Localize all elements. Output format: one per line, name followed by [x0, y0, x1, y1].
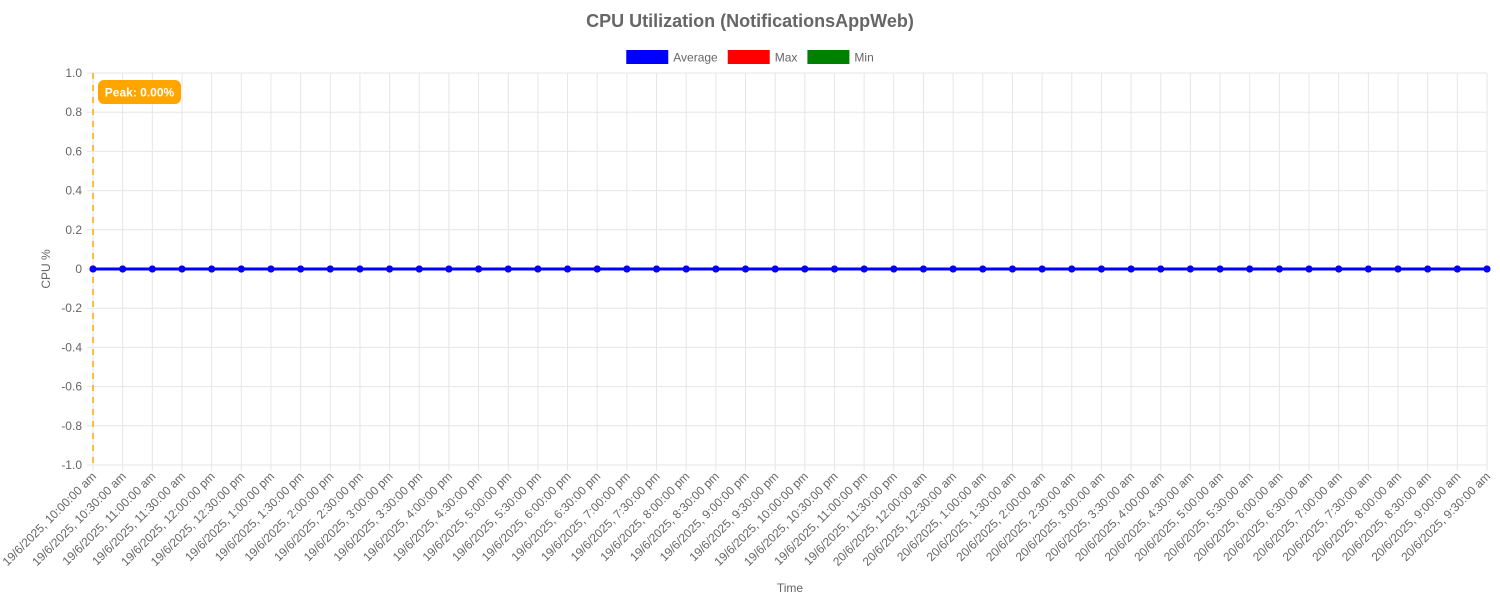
- peak-label-box: [98, 80, 181, 104]
- peak-label: Peak: 0.00%: [105, 86, 175, 100]
- data-point-average: [682, 265, 690, 273]
- chart-title: CPU Utilization (NotificationsAppWeb): [586, 11, 914, 31]
- y-tick-label: -1.0: [61, 458, 82, 472]
- data-point-average: [830, 265, 838, 273]
- data-point-average: [326, 265, 334, 273]
- data-point-average: [712, 265, 720, 273]
- data-point-average: [949, 265, 957, 273]
- legend-label-min: Min: [854, 51, 873, 65]
- x-axis-label: Time: [777, 581, 804, 595]
- data-point-average: [1424, 265, 1432, 273]
- data-point-average: [1068, 265, 1076, 273]
- y-tick-label: 0.6: [65, 144, 82, 158]
- data-point-average: [1008, 265, 1016, 273]
- data-point-average: [119, 265, 127, 273]
- data-point-average: [267, 265, 275, 273]
- data-point-average: [386, 265, 394, 273]
- data-point-average: [771, 265, 779, 273]
- y-axis-ticks: 1.0 0.8 0.6 0.4 0.2 0 -0.2 -0.4 -0.6 -0.8 -1.0: [61, 66, 82, 472]
- y-tick-label: 0.8: [65, 105, 82, 119]
- data-point-average: [1097, 265, 1105, 273]
- data-point-average: [208, 265, 216, 273]
- y-tick-label: -0.4: [61, 340, 82, 354]
- y-tick-label: 0: [75, 262, 82, 276]
- data-point-average: [237, 265, 245, 273]
- legend: Average Max Min: [626, 50, 874, 65]
- data-point-average: [178, 265, 186, 273]
- data-point-average: [1305, 265, 1313, 273]
- data-point-average: [1394, 265, 1402, 273]
- data-point-average: [1127, 265, 1135, 273]
- data-point-average: [1038, 265, 1046, 273]
- y-tick-label: -0.2: [61, 301, 82, 315]
- legend-swatch-max: [727, 50, 770, 64]
- y-tick-label: 0.2: [65, 223, 82, 237]
- y-tick-label: 1.0: [65, 66, 82, 80]
- data-point-average: [1335, 265, 1343, 273]
- data-point-average: [919, 265, 927, 273]
- legend-swatch-average: [626, 50, 669, 64]
- data-point-average: [356, 265, 364, 273]
- data-point-average: [1157, 265, 1165, 273]
- data-point-average: [979, 265, 987, 273]
- series-lines: [89, 265, 1491, 273]
- y-tick-label: 0.4: [65, 184, 82, 198]
- data-point-average: [593, 265, 601, 273]
- series-average: [89, 265, 1491, 273]
- data-point-average: [148, 265, 156, 273]
- data-point-average: [623, 265, 631, 273]
- data-point-average: [1216, 265, 1224, 273]
- grid-lines: [87, 72, 1488, 471]
- legend-swatch-min: [807, 50, 850, 64]
- data-point-average: [1483, 265, 1491, 273]
- data-point-average: [890, 265, 898, 273]
- data-point-average: [564, 265, 572, 273]
- data-point-average: [475, 265, 483, 273]
- data-point-average: [1246, 265, 1254, 273]
- data-point-average: [801, 265, 809, 273]
- y-axis-label: CPU %: [39, 249, 53, 289]
- data-point-average: [1364, 265, 1372, 273]
- data-point-average: [415, 265, 423, 273]
- data-point-average: [89, 265, 97, 273]
- data-point-average: [1275, 265, 1283, 273]
- legend-label-average: Average: [673, 51, 718, 65]
- data-point-average: [860, 265, 868, 273]
- data-point-average: [534, 265, 542, 273]
- data-point-average: [1453, 265, 1461, 273]
- data-point-average: [653, 265, 661, 273]
- data-point-average: [1186, 265, 1194, 273]
- y-tick-label: -0.6: [61, 380, 82, 394]
- data-point-average: [504, 265, 512, 273]
- data-point-average: [742, 265, 750, 273]
- data-point-average: [297, 265, 305, 273]
- y-tick-label: -0.8: [61, 419, 82, 433]
- legend-label-max: Max: [775, 51, 798, 65]
- data-point-average: [445, 265, 453, 273]
